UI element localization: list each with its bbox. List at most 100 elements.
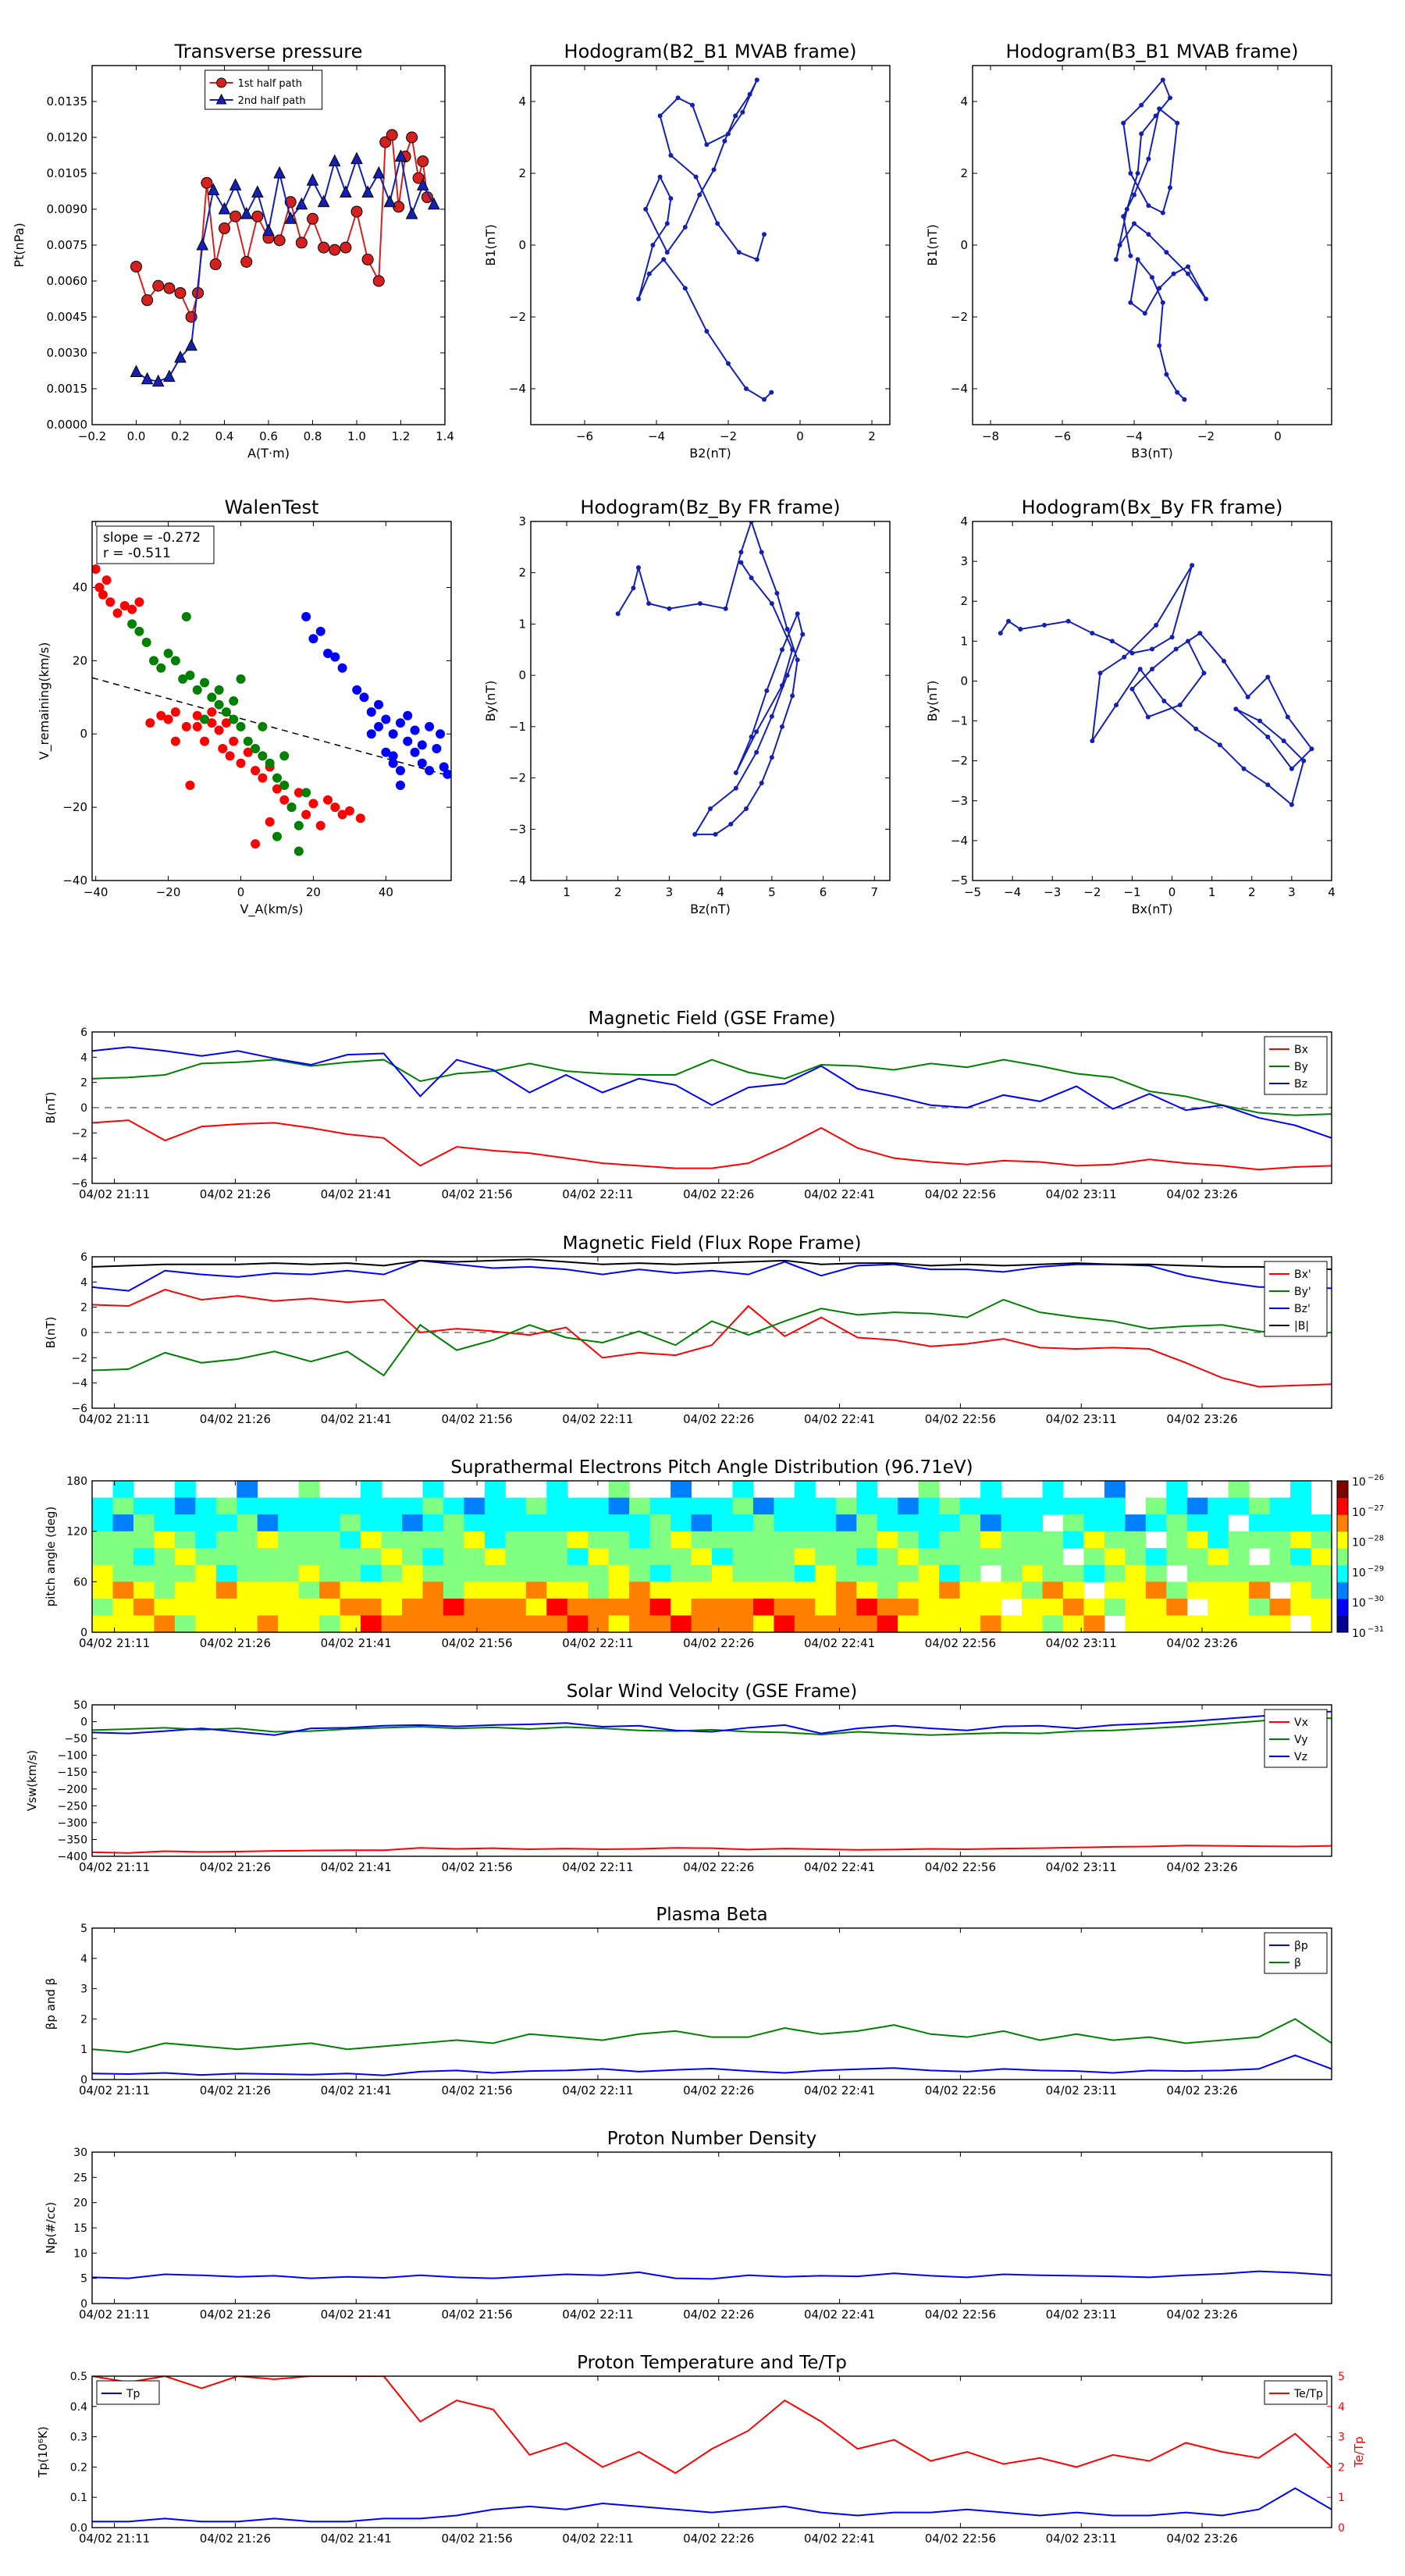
y-tick-label: 0.0 bbox=[70, 2522, 87, 2535]
scatter-point bbox=[92, 564, 101, 575]
heatmap-cell bbox=[174, 1615, 196, 1633]
data-point bbox=[784, 627, 790, 632]
heatmap-cell bbox=[422, 1481, 444, 1499]
colorbar-tick-label: 10 bbox=[1352, 1597, 1366, 1610]
heatmap-cell bbox=[1083, 1615, 1105, 1633]
heatmap-cell bbox=[691, 1548, 713, 1566]
heatmap-cell bbox=[112, 1497, 134, 1515]
heatmap-cell bbox=[319, 1514, 341, 1532]
data-point bbox=[1164, 372, 1169, 377]
heatmap-cell bbox=[525, 1582, 547, 1599]
heatmap-cell bbox=[712, 1598, 733, 1616]
heatmap-cell bbox=[732, 1514, 754, 1532]
data-point bbox=[784, 673, 790, 678]
data-point bbox=[1090, 631, 1095, 636]
heatmap-cell bbox=[422, 1615, 444, 1633]
scatter-point bbox=[127, 619, 137, 629]
data-point bbox=[1145, 714, 1151, 720]
heatmap-cell bbox=[898, 1582, 919, 1599]
data-point bbox=[1201, 671, 1207, 676]
data-point bbox=[1197, 631, 1203, 636]
heatmap-cell bbox=[1125, 1514, 1147, 1532]
heatmap-cell bbox=[1228, 1582, 1250, 1599]
solar-wind-velocity-panel: Solar Wind Velocity (GSE Frame) −400 −350 −… bbox=[25, 1681, 1332, 1874]
y-tick-label: 4 bbox=[80, 1276, 87, 1289]
colorbar-tick-exponent: −28 bbox=[1368, 1535, 1384, 1543]
transverse-pressure-plot bbox=[130, 129, 440, 387]
data-point bbox=[675, 95, 681, 101]
heatmap-cell bbox=[195, 1531, 217, 1549]
heatmap-cell bbox=[918, 1615, 940, 1633]
scatter-point bbox=[286, 802, 297, 813]
data-point bbox=[1122, 654, 1127, 660]
y-tick-label: 5 bbox=[80, 1923, 87, 1935]
hodogram-b3-b1-plot bbox=[1114, 77, 1208, 402]
magnetic-field-fr-frame bbox=[91, 1256, 1332, 1409]
data-point bbox=[667, 606, 672, 611]
y-tick-label: 40 bbox=[73, 580, 87, 594]
heatmap-cell bbox=[340, 1548, 361, 1566]
x-tick-label: −6 bbox=[1054, 429, 1071, 443]
heatmap-cell bbox=[691, 1497, 713, 1515]
heatmap-cell bbox=[278, 1564, 300, 1582]
heatmap-cell bbox=[1001, 1564, 1023, 1582]
plasma-beta-frame bbox=[91, 1927, 1332, 2080]
y-tick-label: 4 bbox=[960, 94, 968, 109]
heatmap-cell bbox=[567, 1582, 589, 1599]
heatmap-cell bbox=[1166, 1514, 1188, 1532]
data-point bbox=[631, 585, 636, 591]
heatmap-cell bbox=[525, 1497, 547, 1515]
heatmap-cell bbox=[298, 1564, 320, 1582]
heatmap-cell bbox=[525, 1564, 547, 1582]
plasma-beta-plot bbox=[92, 2018, 1332, 2076]
heatmap-cell bbox=[794, 1564, 816, 1582]
data-point bbox=[350, 205, 363, 218]
data-point bbox=[668, 196, 674, 201]
heatmap-cell bbox=[1042, 1564, 1064, 1582]
scatter-point bbox=[395, 766, 405, 776]
y-tick-label: −2 bbox=[71, 1352, 87, 1364]
scatter-point bbox=[417, 740, 427, 750]
x-tick-label: −2 bbox=[1083, 885, 1101, 899]
data-point bbox=[615, 611, 621, 617]
data-point bbox=[1153, 113, 1158, 119]
time-tick-label: 04/02 23:26 bbox=[1166, 2307, 1237, 2322]
heatmap-cell bbox=[588, 1582, 610, 1599]
heatmap-cell bbox=[567, 1497, 589, 1515]
colorbar-tick-exponent: −26 bbox=[1368, 1474, 1384, 1482]
data-point bbox=[1150, 275, 1154, 280]
data-point bbox=[704, 329, 710, 334]
data-point bbox=[726, 361, 731, 366]
data-point bbox=[1090, 738, 1095, 744]
heatmap-cell bbox=[1228, 1497, 1250, 1515]
time-tick-label: 04/02 22:11 bbox=[562, 1636, 633, 1650]
data-point bbox=[386, 129, 398, 141]
proton-temperature-ylabel: Tp(10⁶K) bbox=[36, 2426, 50, 2478]
magnetic-field-gse-title: Magnetic Field (GSE Frame) bbox=[589, 1009, 836, 1029]
data-point bbox=[1097, 671, 1103, 676]
series-line bbox=[92, 2376, 1332, 2475]
data-point bbox=[740, 109, 745, 115]
transverse-pressure-title: Transverse pressure bbox=[174, 41, 363, 62]
heatmap-cell bbox=[1290, 1598, 1312, 1616]
data-point bbox=[1160, 210, 1165, 215]
time-tick-label: 04/02 23:26 bbox=[1166, 2083, 1237, 2097]
data-point bbox=[163, 369, 176, 382]
x-tick-label: −3 bbox=[1044, 885, 1061, 899]
heatmap-cell bbox=[402, 1615, 423, 1633]
proton-temperature-y2label: Te/Tp bbox=[1352, 2436, 1366, 2468]
heatmap-cell bbox=[464, 1531, 486, 1549]
heatmap-cell bbox=[133, 1531, 155, 1549]
heatmap-cell bbox=[92, 1514, 113, 1532]
heatmap-cell bbox=[361, 1514, 382, 1532]
data-point bbox=[650, 243, 656, 247]
scatter-point bbox=[145, 718, 155, 728]
heatmap-cell bbox=[92, 1598, 113, 1616]
y-tick-label: 0 bbox=[960, 238, 968, 252]
scatter-point bbox=[243, 736, 253, 746]
time-tick-label: 04/02 23:26 bbox=[1166, 1636, 1237, 1650]
heatmap-cell bbox=[959, 1514, 981, 1532]
scatter-point bbox=[374, 699, 384, 710]
heatmap-cell bbox=[1104, 1497, 1126, 1515]
